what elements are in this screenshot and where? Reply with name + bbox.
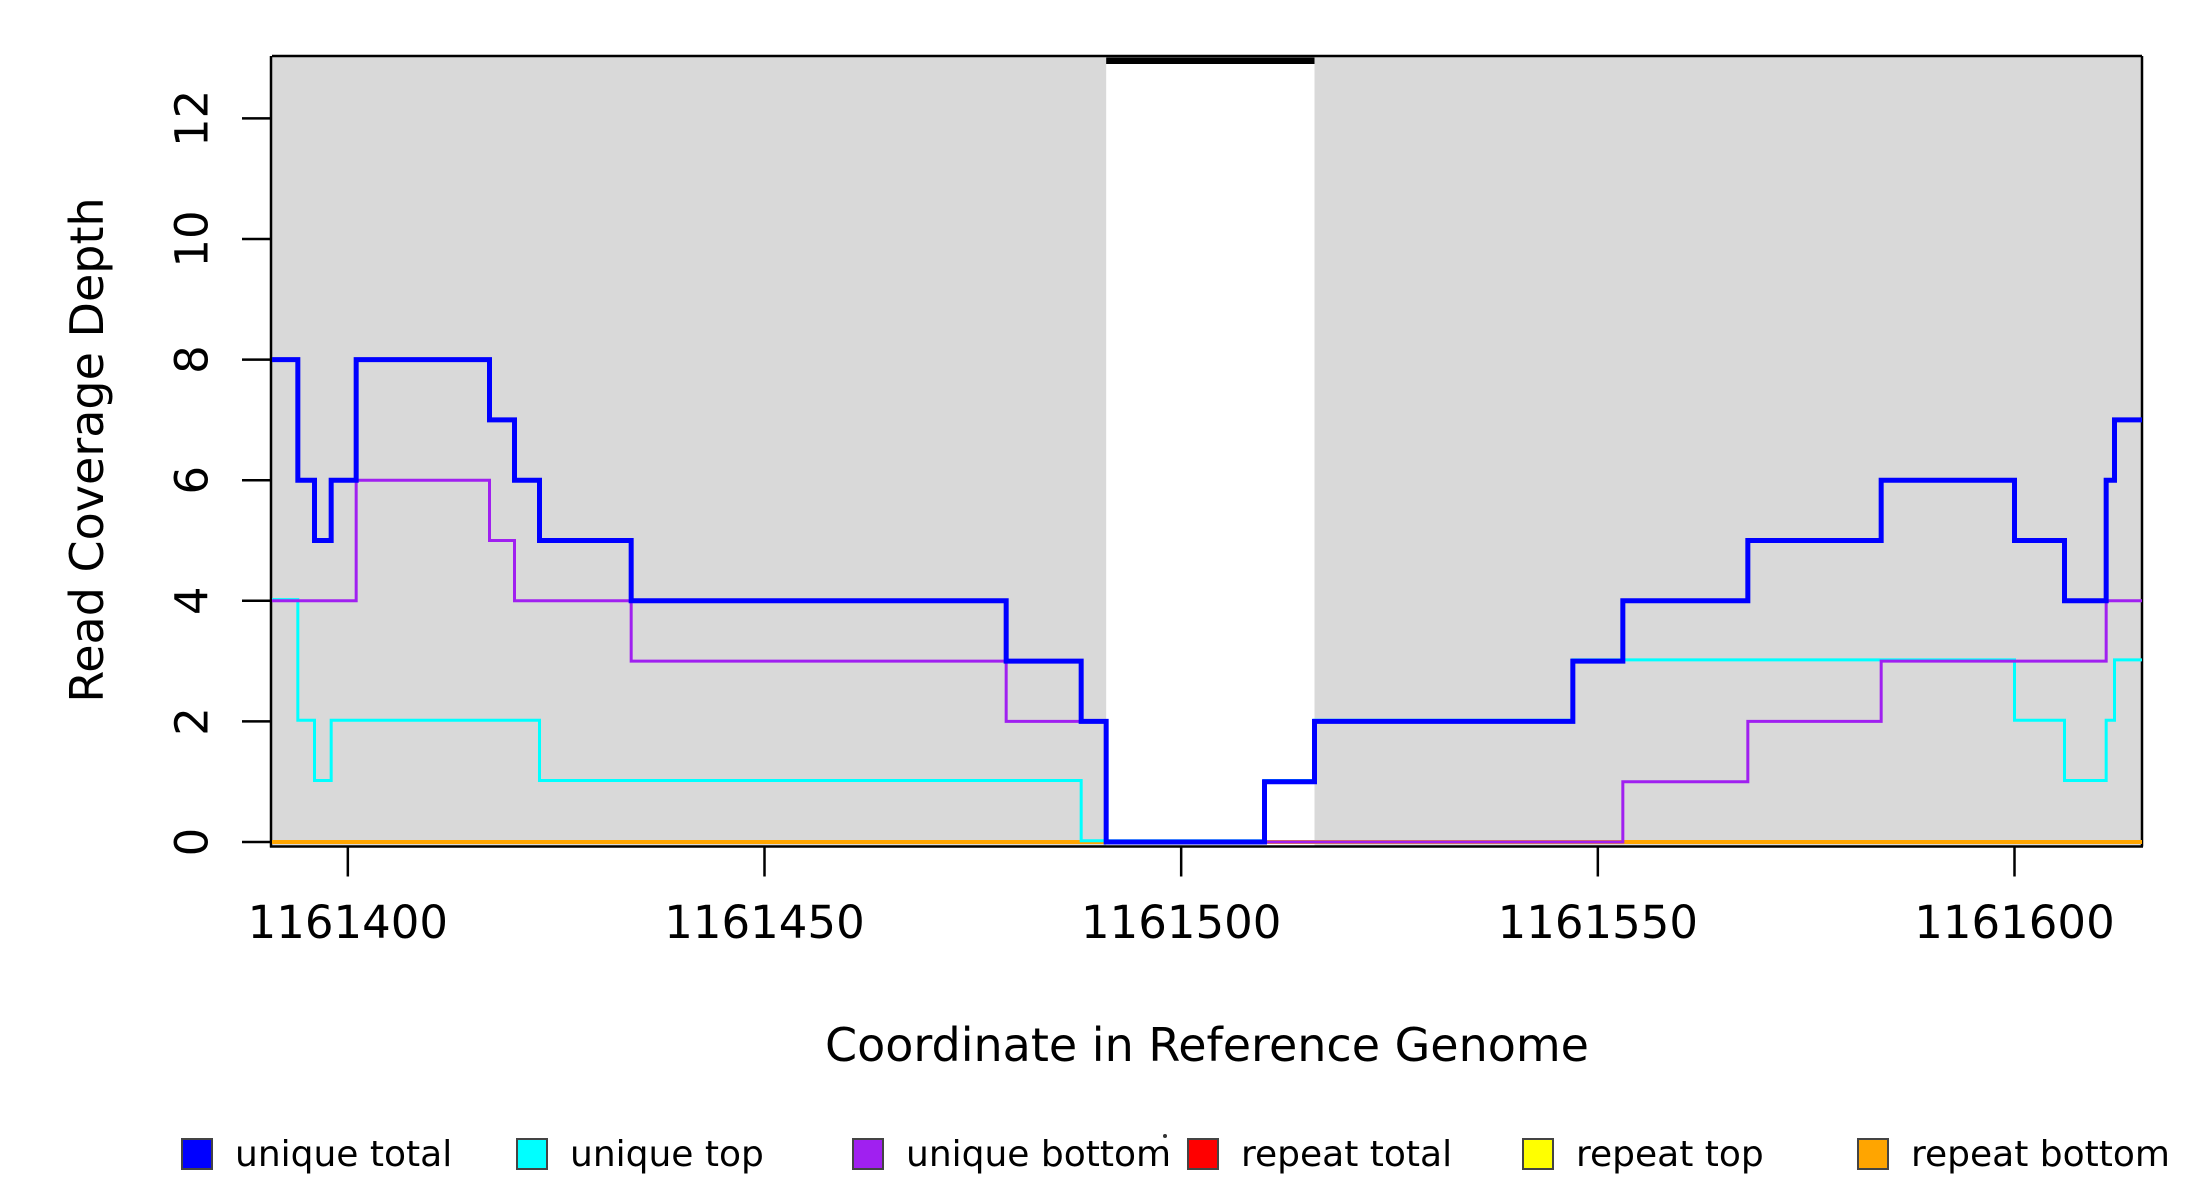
legend-swatch-unique-bottom — [852, 1138, 884, 1170]
gap-top-bar — [1106, 57, 1315, 64]
series-line-unique-bottom — [272, 478, 2142, 844]
x-axis-title: Coordinate in Reference Genome — [825, 1018, 1589, 1072]
legend-item-repeat-bottom: repeat bottom — [1857, 1132, 2170, 1176]
shaded-region — [1314, 56, 2142, 846]
y-tick-label: 12 — [166, 90, 219, 147]
legend-item-repeat-top: repeat top — [1522, 1132, 1764, 1176]
legend-artifact-dot — [1163, 1134, 1167, 1138]
legend-label: unique total — [235, 1133, 453, 1175]
legend-item-unique-top: unique top — [516, 1132, 764, 1176]
legend-item-unique-bottom: unique bottom — [852, 1132, 1171, 1176]
x-tick-label: 1161600 — [1914, 896, 2114, 949]
y-tick-label: 10 — [166, 210, 219, 267]
legend: unique total unique top unique bottom re… — [0, 1132, 2200, 1182]
y-tick-label: 2 — [166, 707, 219, 736]
y-tick-label: 0 — [166, 828, 219, 857]
y-tick-label: 8 — [166, 345, 219, 374]
y-tick-label: 6 — [166, 466, 219, 495]
legend-label: unique bottom — [906, 1133, 1172, 1175]
legend-swatch-repeat-total — [1187, 1138, 1219, 1170]
shaded-region — [272, 56, 1107, 846]
legend-item-repeat-total: repeat total — [1187, 1132, 1452, 1176]
legend-item-unique-total: unique total — [181, 1132, 452, 1176]
legend-label: repeat top — [1576, 1133, 1764, 1175]
series-line-unique-total — [272, 357, 2142, 845]
legend-swatch-unique-top — [516, 1138, 548, 1170]
legend-label: unique top — [570, 1133, 764, 1175]
x-tick-label: 1161500 — [1081, 896, 1281, 949]
legend-label: repeat bottom — [1911, 1133, 2170, 1175]
y-axis-title: Read Coverage Depth — [60, 197, 114, 703]
y-tick-label: 4 — [166, 586, 219, 615]
legend-swatch-repeat-top — [1522, 1138, 1554, 1170]
legend-label: repeat total — [1241, 1133, 1453, 1175]
x-tick-label: 1161550 — [1498, 896, 1698, 949]
legend-swatch-unique-total — [181, 1138, 213, 1170]
x-tick-label: 1161400 — [248, 896, 448, 949]
legend-swatch-repeat-bottom — [1857, 1138, 1889, 1170]
x-tick-label: 1161450 — [664, 896, 864, 949]
